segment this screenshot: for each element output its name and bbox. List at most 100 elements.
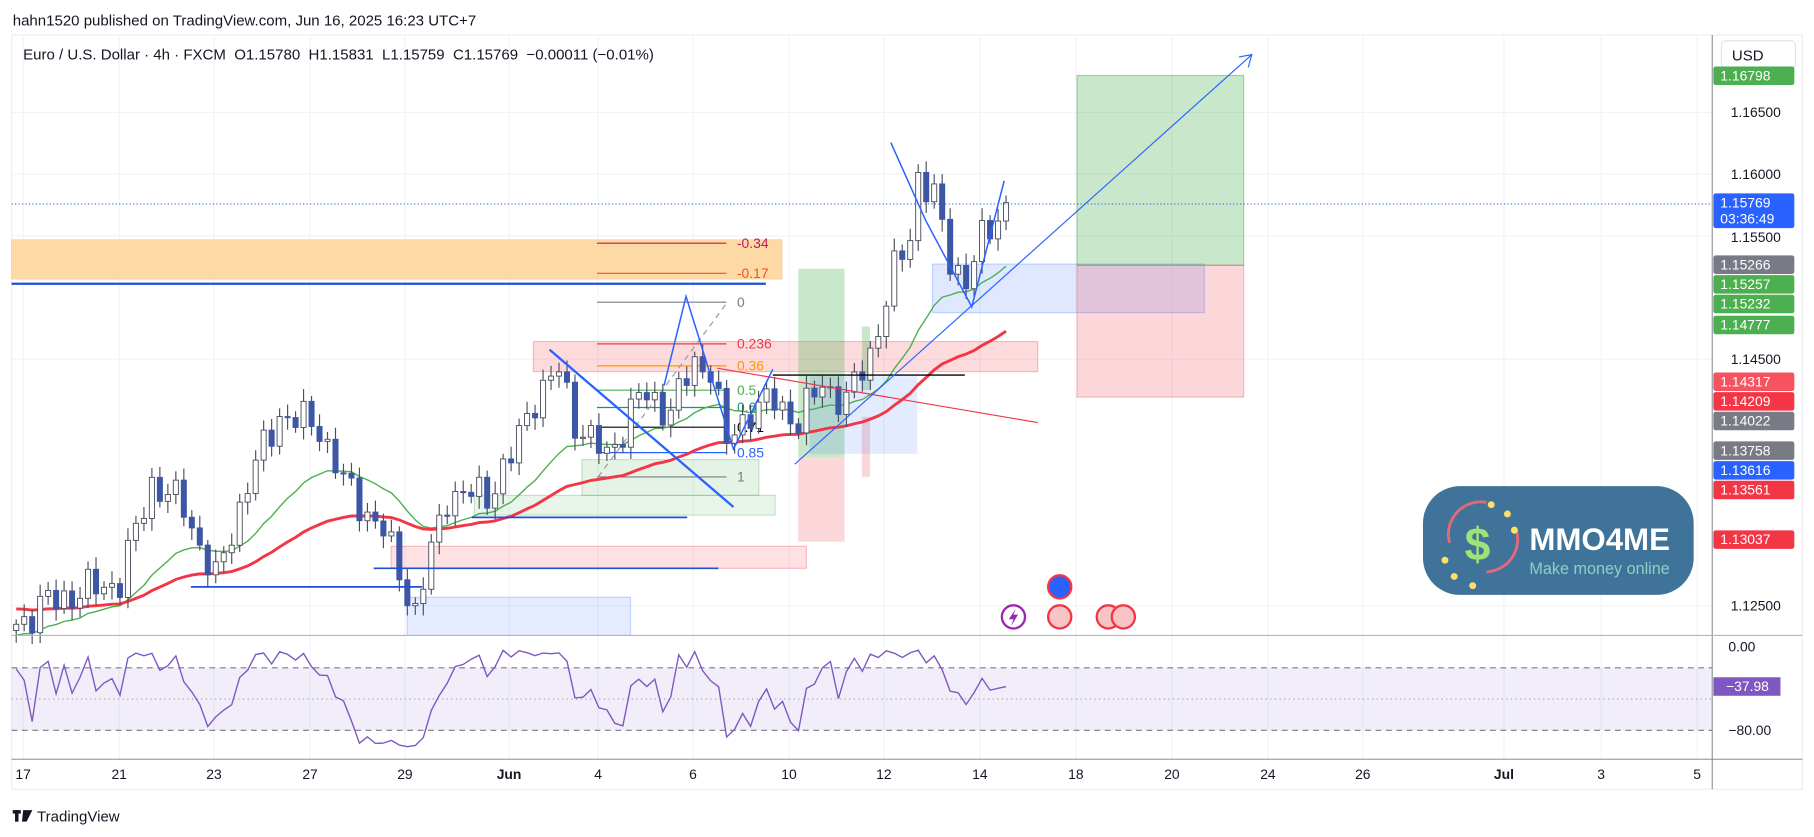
candle-up: [691, 356, 698, 386]
downtrend-line[interactable]: [548, 348, 735, 508]
us-flag-icon[interactable]: [1046, 604, 1073, 630]
price-label-text: 1.16798: [1720, 67, 1770, 83]
zone-pink[interactable]: [532, 340, 1039, 373]
oscillator-tick-label: −80.00: [1728, 722, 1771, 738]
candle-up: [843, 391, 850, 415]
candle-down: [508, 458, 515, 464]
price-label-badge: [1713, 441, 1795, 460]
candle-up: [587, 425, 594, 438]
candle-down: [340, 472, 347, 475]
currency-label: USD: [1732, 47, 1764, 64]
candle-down: [795, 423, 802, 434]
time-tick-label: 20: [1164, 766, 1180, 782]
candle-up: [500, 458, 507, 495]
candle-down: [380, 520, 387, 537]
fib-level-label: 0.85: [737, 444, 764, 460]
candle-down: [939, 183, 946, 220]
long-position-loss[interactable]: [798, 457, 845, 542]
candle-down: [292, 417, 299, 428]
supply-zone-orange[interactable]: [11, 239, 783, 280]
zone-blue-2[interactable]: [809, 376, 918, 454]
candle-up: [212, 561, 219, 576]
long-position-profit-2[interactable]: [861, 326, 870, 391]
long-position-loss-2[interactable]: [861, 416, 870, 477]
candle-down: [268, 429, 275, 447]
lightning-glyph-icon: [1008, 608, 1019, 627]
candle-up: [13, 623, 20, 631]
candle-down: [643, 392, 650, 401]
zone-pink-2[interactable]: [390, 545, 807, 569]
candle-up: [971, 261, 978, 290]
candle-down: [348, 472, 355, 479]
zone-blue-3[interactable]: [931, 263, 1205, 314]
candle-down: [444, 514, 451, 517]
price-label-badge: [1713, 530, 1795, 549]
candle-up: [931, 183, 938, 203]
candle-up: [635, 392, 642, 400]
candle-down: [811, 387, 818, 398]
candle-up: [164, 494, 171, 502]
time-tick-label: 10: [781, 766, 797, 782]
zigzag-1[interactable]: [663, 293, 774, 452]
candle-down: [308, 400, 315, 427]
price-label-badge: [1713, 294, 1795, 314]
candle-up: [548, 375, 555, 381]
time-tick-label: 24: [1260, 766, 1276, 782]
candle-up: [100, 586, 108, 595]
candle-down: [699, 356, 706, 373]
candle-down: [460, 491, 467, 494]
uptrend-arrow[interactable]: [794, 54, 1253, 465]
refresh-arrows-icon: [1446, 500, 1520, 574]
time-tick-label: 27: [302, 766, 318, 782]
price-label-badge: [1713, 193, 1795, 229]
red-trendline[interactable]: [717, 367, 1038, 424]
time-tick-label: 18: [1068, 766, 1084, 782]
price-tick-label: 1.14500: [1731, 351, 1781, 367]
zone-green-2[interactable]: [473, 494, 776, 516]
candle-up: [412, 603, 419, 607]
position-stop[interactable]: [1076, 264, 1245, 398]
candle-down: [771, 388, 778, 411]
price-tick-label: 1.15500: [1731, 229, 1781, 245]
candle-up: [867, 347, 874, 381]
grid: [11, 34, 1713, 760]
candle-up: [891, 250, 898, 307]
zone-blue[interactable]: [406, 596, 632, 636]
candle-up: [611, 444, 618, 448]
publish-line: hahn1520 published on TradingView.com, J…: [13, 13, 476, 30]
time-axis[interactable]: 17 21 23 27 29 Jun 4 6 10 12 14 18 20 24 26 Jul 3 5: [15, 766, 1701, 782]
candle-down: [316, 426, 323, 442]
time-tick-label: 3: [1597, 766, 1605, 782]
fib-level-label: 0.36: [737, 357, 764, 373]
time-tick-label: 14: [972, 766, 988, 782]
drawings[interactable]: [11, 74, 1245, 636]
candle-down: [93, 568, 100, 595]
footer-brand[interactable]: TradingView: [37, 809, 120, 826]
candle-up: [388, 531, 395, 537]
candle-down: [947, 218, 954, 275]
candle-down: [69, 590, 76, 609]
candle-down: [595, 425, 602, 454]
time-tick-label: Jun: [497, 766, 522, 782]
price-label-text: 1.14777: [1720, 317, 1770, 333]
candle-up: [875, 336, 882, 349]
price-tick-label: 1.12500: [1731, 597, 1781, 613]
us-flag-icon[interactable]: [1110, 604, 1137, 630]
zigzag-2[interactable]: [890, 142, 1005, 309]
candle-down: [356, 477, 363, 522]
economic-events[interactable]: [1000, 574, 1137, 630]
candle-down: [180, 479, 187, 518]
globe-icon[interactable]: [1046, 574, 1073, 600]
price-label-badge: [1713, 461, 1795, 480]
symbol-legend[interactable]: Euro / U.S. Dollar · 4h · FXCM O1.15780 …: [23, 46, 654, 63]
lines[interactable]: [11, 53, 1713, 588]
candle-up: [979, 220, 986, 263]
candle-up: [675, 378, 682, 411]
candle-up: [21, 616, 28, 625]
candle-down: [468, 491, 475, 497]
candle-down: [963, 265, 970, 290]
candle-up: [148, 476, 155, 519]
position-target[interactable]: [1076, 74, 1245, 266]
candle-up: [85, 568, 92, 599]
